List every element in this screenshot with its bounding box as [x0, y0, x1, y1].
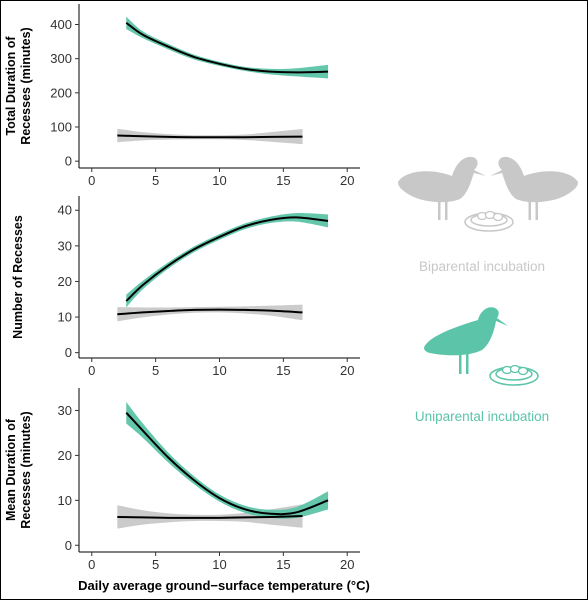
y-axis-label: Total Duration of: [4, 36, 18, 136]
y-tick-label: 20: [58, 274, 72, 289]
x-tick-label: 5: [152, 557, 159, 572]
x-tick-label: 0: [88, 173, 95, 188]
confidence-band-uniparental: [126, 213, 329, 308]
x-tick-label: 10: [212, 173, 226, 188]
legend-uniparental-label: Uniparental incubation: [414, 409, 550, 424]
y-tick-label: 30: [58, 238, 72, 253]
confidence-band-biparental: [117, 504, 303, 529]
legend-biparental-label: Biparental incubation: [418, 259, 546, 274]
fit-line-biparental: [117, 515, 303, 519]
nest-with-eggs-icon: [489, 364, 539, 386]
x-tick-label: 5: [152, 363, 159, 378]
y-tick-label: 300: [50, 51, 72, 66]
x-tick-label: 10: [212, 363, 226, 378]
y-tick-label: 40: [58, 203, 72, 218]
shorebird-silhouette-icon: [490, 156, 578, 220]
x-tick-label: 10: [212, 557, 226, 572]
y-tick-label: 400: [50, 17, 72, 32]
x-tick-label: 15: [276, 173, 290, 188]
x-tick-label: 20: [340, 173, 354, 188]
y-tick-label: 10: [58, 493, 72, 508]
x-tick-label: 20: [340, 363, 354, 378]
y-tick-label: 10: [58, 310, 72, 325]
fit-line-biparental: [117, 134, 303, 139]
x-axis-label: Daily average ground−surface temperature…: [78, 578, 370, 593]
x-tick-label: 5: [152, 173, 159, 188]
legend-biparental-graphic: [398, 156, 578, 232]
x-tick-label: 15: [276, 363, 290, 378]
y-tick-label: 30: [58, 403, 72, 418]
chart-panel-2: 0 5 10 15 20 0 10 20 30 40 Number of Recesses: [11, 196, 360, 378]
y-axis-label: Mean Duration of: [4, 418, 18, 521]
shorebird-silhouette-icon: [398, 156, 486, 220]
y-tick-label: 20: [58, 448, 72, 463]
x-tick-label: 15: [276, 557, 290, 572]
shorebird-silhouette-icon: [424, 307, 508, 374]
y-axis-label: Number of Recesses: [11, 215, 25, 339]
y-tick-label: 0: [65, 345, 72, 360]
fit-line-uniparental: [125, 21, 329, 74]
y-tick-label: 100: [50, 120, 72, 135]
y-axis-label: Recesses (minutes): [19, 411, 33, 528]
confidence-band-biparental: [117, 304, 303, 322]
confidence-band-uniparental: [126, 401, 329, 519]
x-tick-label: 0: [88, 363, 95, 378]
chart-panel-3: 0 5 10 15 20 0 10 20 30 Mean Duration of Recesses …: [4, 388, 360, 572]
fit-line-uniparental: [125, 216, 329, 302]
x-tick-label: 0: [88, 557, 95, 572]
y-tick-label: 200: [50, 85, 72, 100]
legend-uniparental-graphic: [424, 307, 539, 386]
x-tick-label: 20: [340, 557, 354, 572]
y-tick-label: 0: [65, 154, 72, 169]
y-axis-label: Recesses (minutes): [19, 27, 33, 144]
y-tick-label: 0: [65, 538, 72, 553]
fit-line-biparental: [117, 308, 303, 316]
fit-line-uniparental: [125, 412, 329, 516]
nest-with-eggs-icon: [464, 210, 514, 232]
